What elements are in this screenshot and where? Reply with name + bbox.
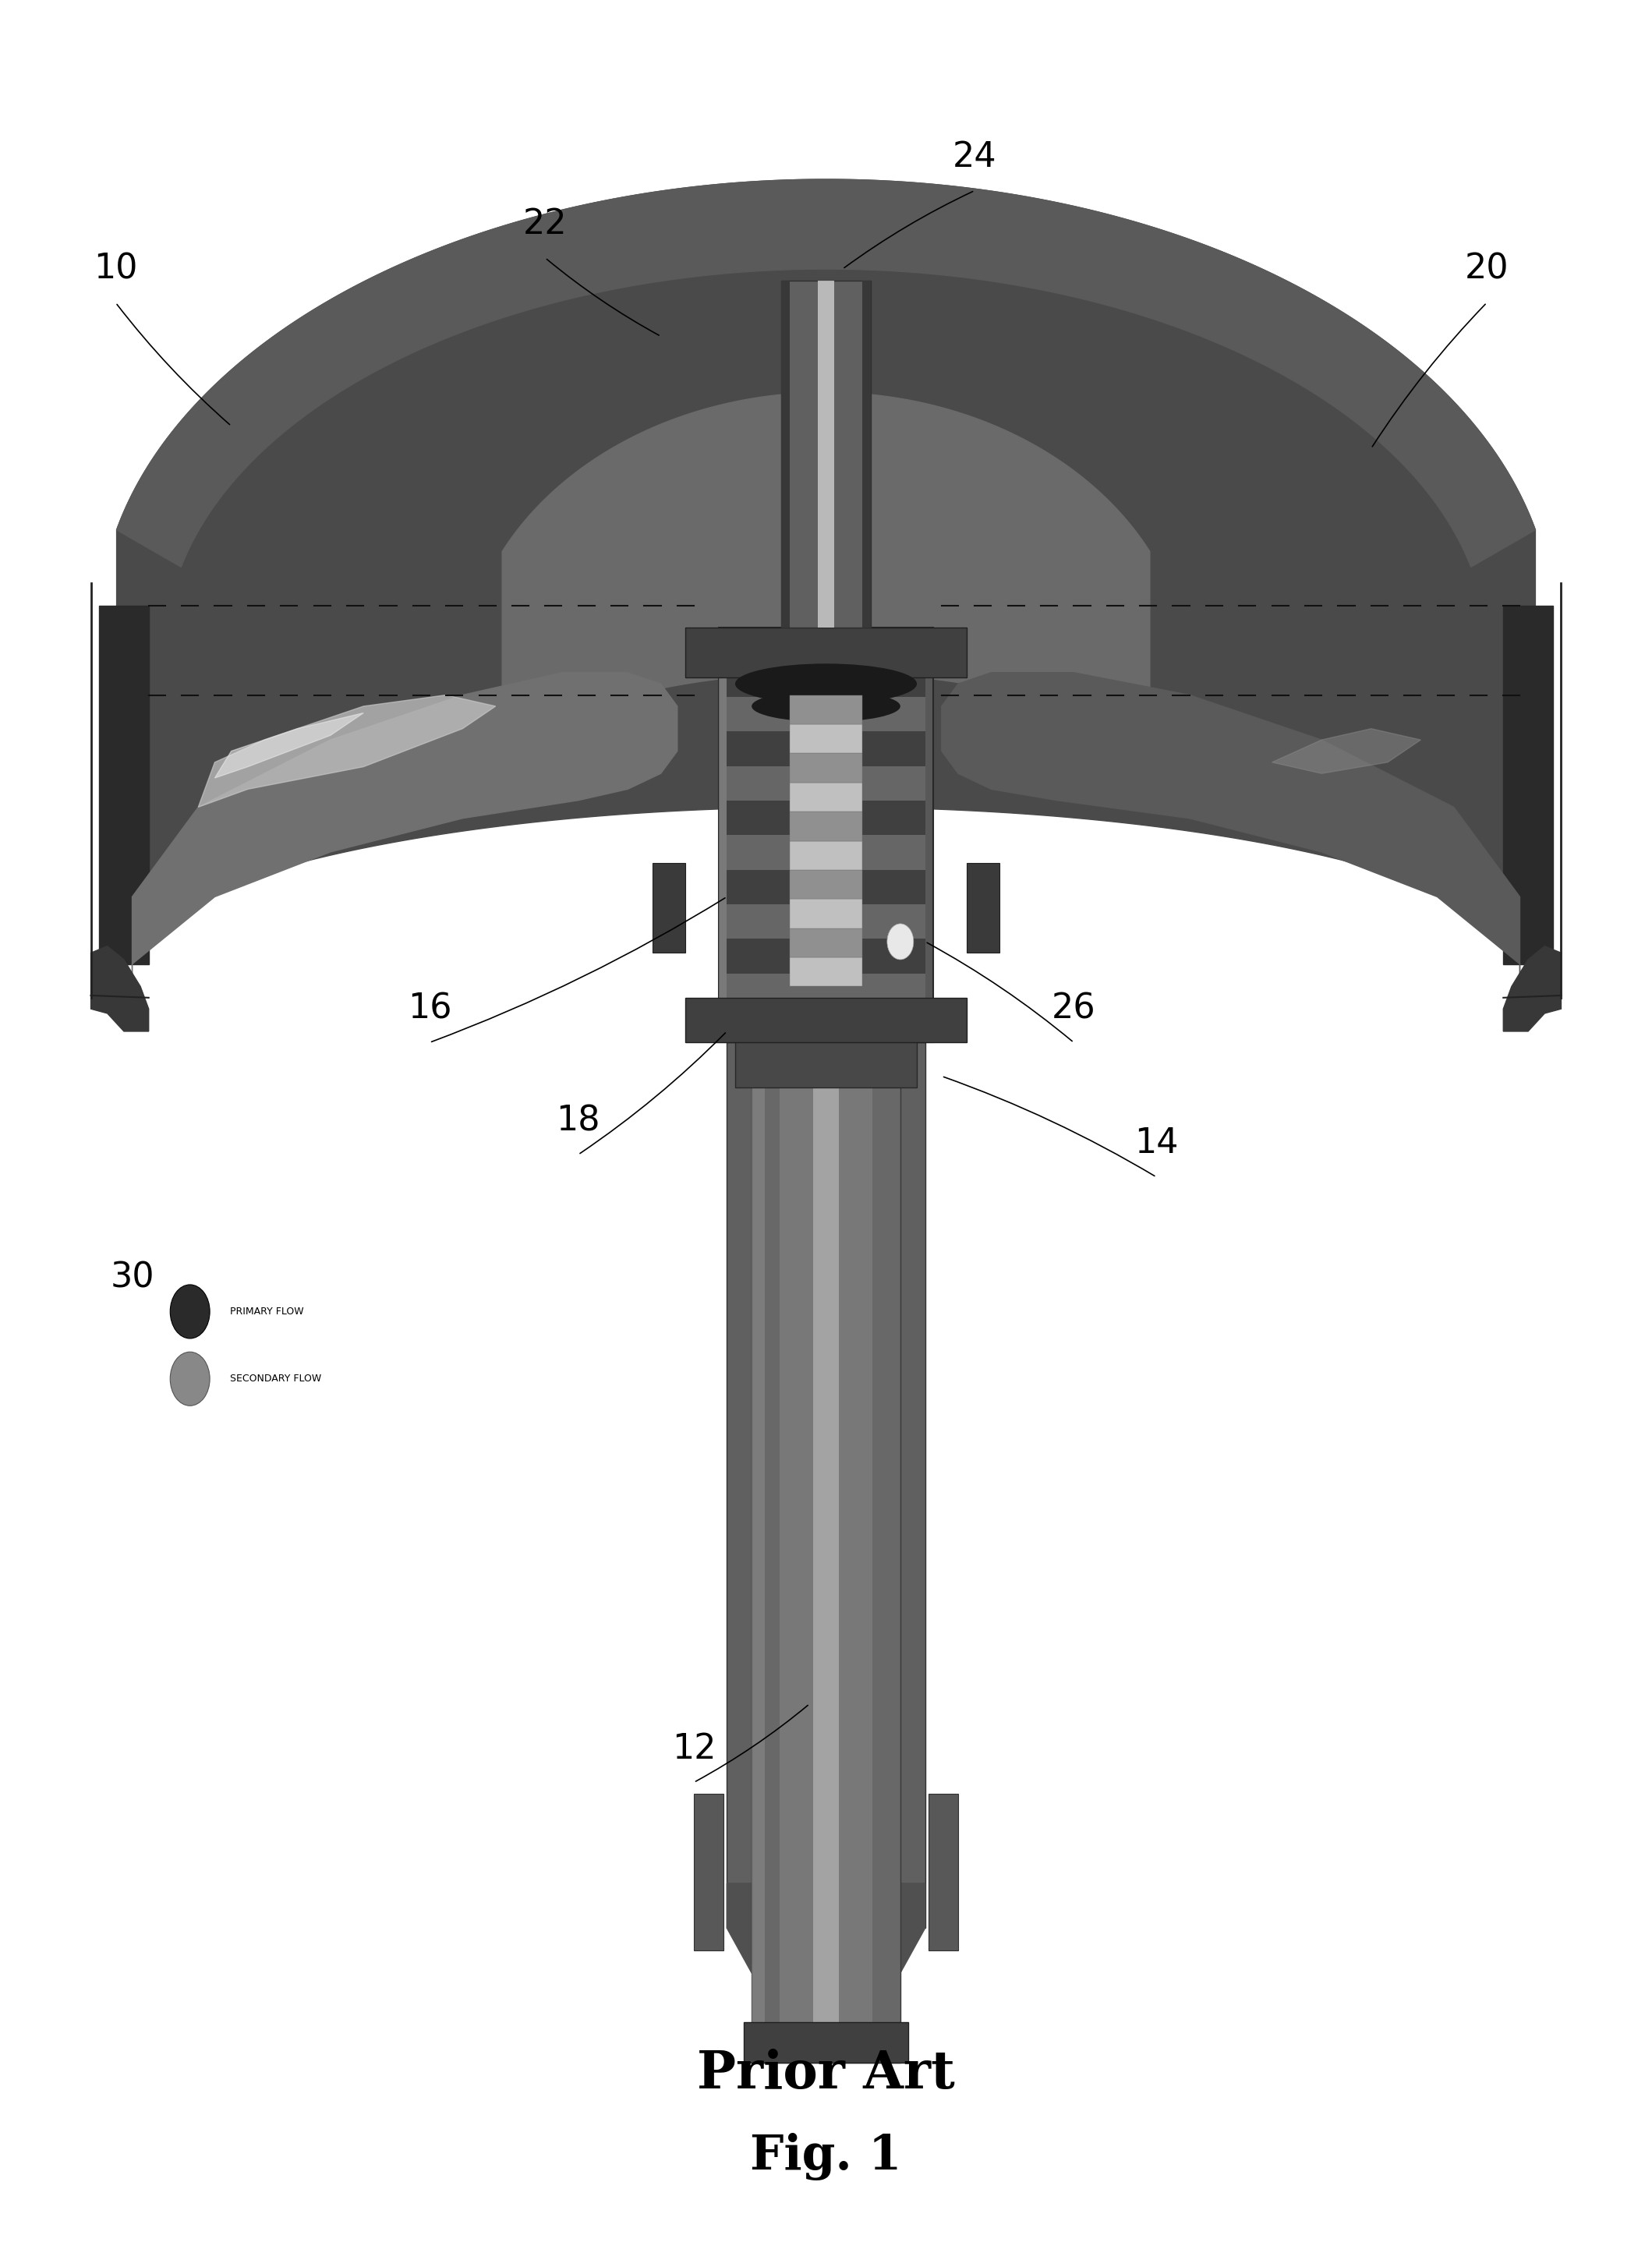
Bar: [653, 863, 686, 953]
Bar: [790, 928, 862, 957]
Polygon shape: [117, 179, 1535, 948]
Bar: [818, 280, 834, 628]
Polygon shape: [91, 946, 149, 1031]
Bar: [727, 800, 925, 836]
Bar: [790, 899, 862, 928]
Polygon shape: [1503, 605, 1553, 964]
Ellipse shape: [752, 691, 900, 722]
Bar: [790, 695, 862, 724]
Bar: [966, 863, 999, 953]
Polygon shape: [99, 605, 149, 964]
Ellipse shape: [735, 664, 917, 704]
Polygon shape: [215, 713, 363, 778]
Text: 20: 20: [1465, 253, 1508, 285]
Bar: [694, 1794, 724, 1951]
Bar: [719, 628, 735, 1043]
Circle shape: [170, 1352, 210, 1406]
Bar: [727, 661, 925, 697]
Bar: [727, 731, 925, 767]
Text: Prior Art: Prior Art: [697, 2049, 955, 2099]
Bar: [790, 782, 862, 812]
Text: 12: 12: [672, 1733, 715, 1764]
Text: Fig. 1: Fig. 1: [750, 2132, 902, 2181]
Bar: [686, 628, 966, 677]
Circle shape: [170, 1285, 210, 1338]
Text: 26: 26: [1052, 993, 1095, 1025]
Polygon shape: [198, 695, 496, 807]
Bar: [790, 812, 862, 841]
Text: 22: 22: [524, 209, 567, 240]
Polygon shape: [502, 392, 1150, 751]
Text: 16: 16: [408, 993, 451, 1025]
Bar: [727, 767, 925, 800]
Polygon shape: [1272, 729, 1421, 773]
Bar: [727, 973, 925, 1009]
Text: PRIMARY FLOW: PRIMARY FLOW: [230, 1307, 304, 1316]
Bar: [752, 1043, 900, 2063]
Bar: [928, 1794, 958, 1951]
Text: 30: 30: [111, 1262, 154, 1294]
Bar: [780, 1043, 872, 2063]
Bar: [686, 998, 966, 1043]
Text: 18: 18: [557, 1105, 600, 1137]
Bar: [790, 724, 862, 753]
Bar: [727, 697, 925, 731]
Polygon shape: [117, 179, 1535, 567]
Bar: [727, 904, 925, 939]
Polygon shape: [132, 673, 677, 986]
Bar: [727, 939, 925, 973]
Bar: [790, 753, 862, 782]
Bar: [735, 1009, 917, 1087]
Text: 14: 14: [1135, 1128, 1178, 1159]
Bar: [727, 628, 925, 661]
Polygon shape: [727, 1883, 925, 1973]
Circle shape: [887, 924, 914, 960]
Bar: [727, 1009, 925, 1043]
Bar: [781, 280, 790, 628]
Bar: [862, 280, 871, 628]
Bar: [781, 280, 871, 628]
Text: SECONDARY FLOW: SECONDARY FLOW: [230, 1374, 320, 1383]
Bar: [727, 870, 925, 904]
Polygon shape: [1503, 946, 1561, 1031]
Polygon shape: [942, 673, 1520, 986]
Text: 10: 10: [94, 253, 137, 285]
Bar: [727, 1043, 925, 1928]
Bar: [719, 628, 933, 1043]
Bar: [790, 957, 862, 986]
Text: 24: 24: [953, 141, 996, 173]
Bar: [790, 841, 862, 870]
Bar: [727, 836, 925, 870]
Bar: [743, 2022, 909, 2063]
Bar: [813, 1043, 839, 2063]
Bar: [790, 870, 862, 899]
Bar: [752, 1043, 765, 2063]
